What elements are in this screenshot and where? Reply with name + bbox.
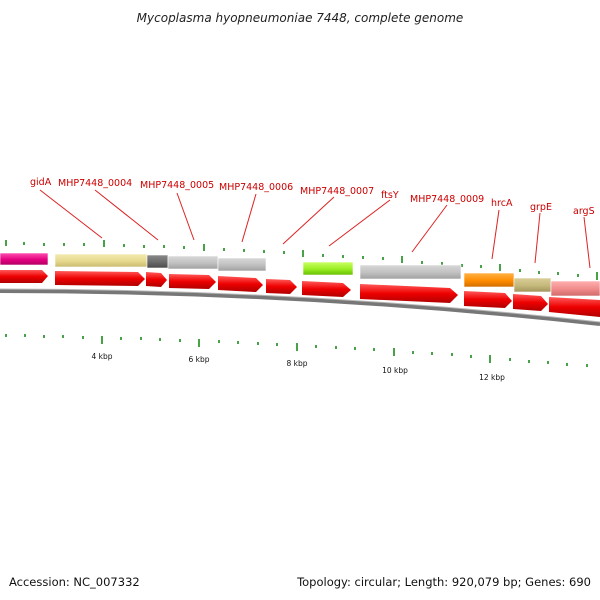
feature-mhp7448-0006b[interactable]: [217, 257, 267, 272]
gene-label-hrca[interactable]: hrcA: [491, 198, 513, 209]
gene-label-gida[interactable]: gidA: [30, 177, 52, 188]
feature-mhp7448-0006a[interactable]: [167, 255, 219, 270]
gene-label-mhp7448-0009[interactable]: MHP7448_0009: [410, 194, 484, 205]
label-leaders: [39, 189, 591, 269]
map-title: Mycoplasma hyopneumoniae 7448, complete …: [137, 11, 464, 25]
cds-arrow[interactable]: [169, 274, 216, 289]
scale-label-6kbp: 6 kbp: [188, 355, 209, 364]
genome-backbone-highlight: [0, 288, 600, 323]
gene-label-ftsy[interactable]: ftsY: [381, 190, 399, 201]
outer-tick-marks: [5, 240, 598, 280]
feature-grpE[interactable]: [513, 277, 552, 293]
scale-label-8kbp: 8 kbp: [286, 359, 307, 368]
inner-tick-marks: [5, 334, 588, 367]
cds-arrow[interactable]: [0, 270, 48, 283]
gene-labels: gidA MHP7448_0004 MHP7448_0005 MHP7448_0…: [30, 177, 595, 217]
feature-argS[interactable]: [550, 280, 600, 297]
feature-mhp7448-0009[interactable]: [359, 264, 462, 280]
cds-arrow[interactable]: [146, 272, 167, 287]
gene-label-mhp7448-0006[interactable]: MHP7448_0006: [219, 182, 293, 193]
cds-arrow[interactable]: [266, 279, 297, 294]
cds-arrow[interactable]: [549, 297, 600, 317]
cds-arrow[interactable]: [464, 291, 512, 308]
scale-label-10kbp: 10 kbp: [382, 366, 408, 375]
gene-label-grpe[interactable]: grpE: [530, 202, 552, 213]
cds-arrow[interactable]: [302, 281, 351, 297]
cds-arrow[interactable]: [55, 271, 145, 286]
scale-label-12kbp: 12 kbp: [479, 373, 505, 382]
gene-label-mhp7448-0004[interactable]: MHP7448_0004: [58, 178, 132, 189]
genome-backbone: [0, 289, 600, 326]
feature-track: [0, 252, 600, 297]
scale-labels: 4 kbp 6 kbp 8 kbp 10 kbp 12 kbp: [91, 352, 505, 382]
gene-label-mhp7448-0005[interactable]: MHP7448_0005: [140, 180, 214, 191]
cds-arrow[interactable]: [360, 284, 458, 303]
accession-text: Accession: NC_007332: [9, 575, 140, 589]
cds-arrow[interactable]: [513, 294, 548, 311]
gene-label-mhp7448-0007[interactable]: MHP7448_0007: [300, 186, 374, 197]
scale-label-4kbp: 4 kbp: [91, 352, 112, 361]
cds-arrow-track: [0, 270, 600, 317]
genome-summary-text: Topology: circular; Length: 920,079 bp; …: [296, 575, 591, 589]
feature-mhp7448-0004[interactable]: [54, 253, 148, 268]
cds-arrow[interactable]: [218, 276, 263, 292]
feature-gidA[interactable]: [0, 252, 49, 266]
feature-ftsY[interactable]: [302, 261, 354, 276]
gene-label-args[interactable]: argS: [573, 206, 595, 217]
feature-mhp7448-0005[interactable]: [146, 254, 169, 269]
feature-hrcA[interactable]: [463, 272, 515, 288]
